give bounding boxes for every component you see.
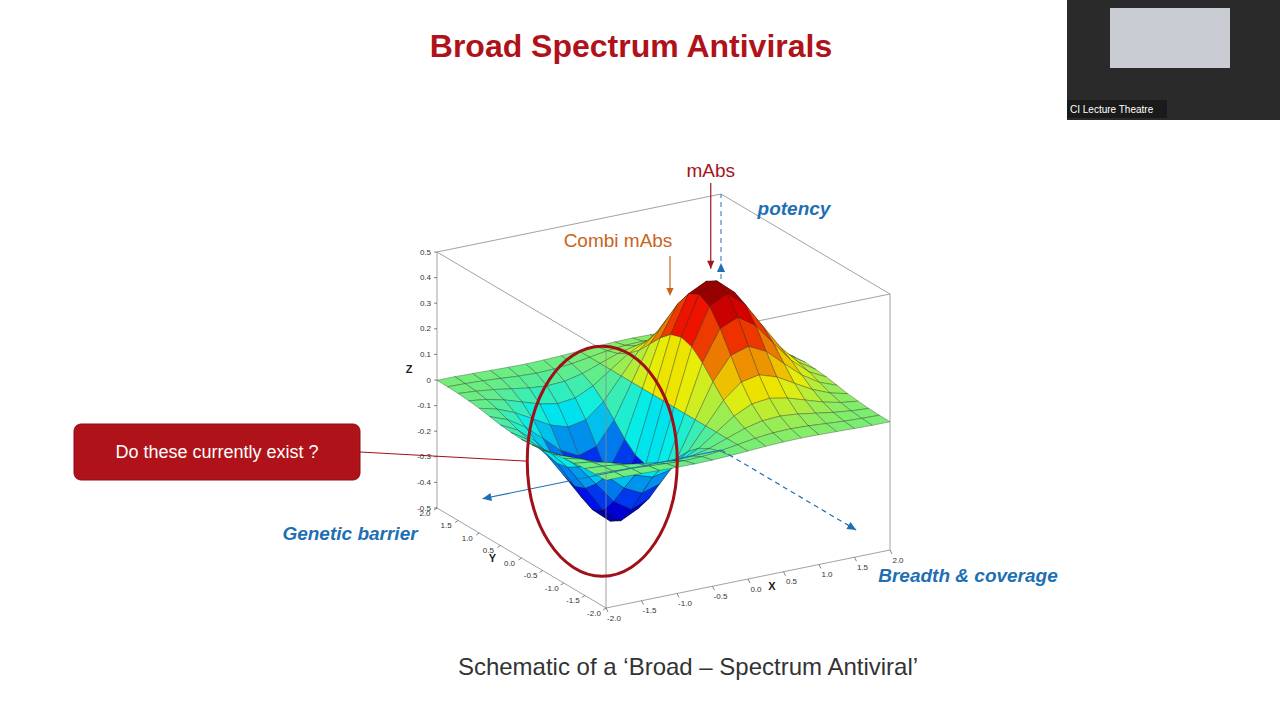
svg-text:mAbs: mAbs xyxy=(686,160,735,181)
svg-text:1.0: 1.0 xyxy=(821,570,833,579)
svg-text:potency: potency xyxy=(757,198,832,219)
svg-text:1.0: 1.0 xyxy=(462,534,474,543)
svg-text:-1.5: -1.5 xyxy=(566,596,580,605)
svg-text:-0.2: -0.2 xyxy=(417,427,431,436)
svg-text:-0.3: -0.3 xyxy=(417,452,431,461)
svg-text:-0.5: -0.5 xyxy=(524,571,538,580)
svg-text:-0.1: -0.1 xyxy=(417,401,431,410)
svg-text:0.2: 0.2 xyxy=(420,324,432,333)
svg-text:2.0: 2.0 xyxy=(892,556,904,565)
svg-text:-2.0: -2.0 xyxy=(607,614,621,623)
svg-text:0: 0 xyxy=(427,376,432,385)
svg-text:0.4: 0.4 xyxy=(420,273,432,282)
svg-text:1.5: 1.5 xyxy=(441,521,453,530)
svg-text:0.5: 0.5 xyxy=(786,577,798,586)
svg-text:0.5: 0.5 xyxy=(420,248,432,257)
svg-text:0.5: 0.5 xyxy=(482,546,494,555)
svg-text:1.5: 1.5 xyxy=(857,563,869,572)
svg-text:0.1: 0.1 xyxy=(420,350,432,359)
svg-text:X: X xyxy=(768,580,776,592)
svg-text:Combi mAbs: Combi mAbs xyxy=(564,230,673,251)
svg-text:-0.4: -0.4 xyxy=(417,478,431,487)
svg-text:Schematic of a ‘Broad – Spectr: Schematic of a ‘Broad – Spectrum Antivir… xyxy=(458,653,918,680)
svg-text:0.3: 0.3 xyxy=(420,299,432,308)
svg-text:Z: Z xyxy=(406,363,413,375)
svg-text:2.0: 2.0 xyxy=(419,508,431,518)
svg-text:CI Lecture Theatre: CI Lecture Theatre xyxy=(1070,104,1154,115)
svg-text:-0.5: -0.5 xyxy=(714,592,728,601)
svg-text:-1.0: -1.0 xyxy=(678,599,692,608)
svg-text:0.0: 0.0 xyxy=(750,585,762,594)
svg-text:-0.5: -0.5 xyxy=(417,504,431,513)
svg-text:Y: Y xyxy=(489,552,497,564)
svg-text:Genetic barrier: Genetic barrier xyxy=(282,523,419,544)
svg-text:-2.0: -2.0 xyxy=(587,609,601,618)
svg-text:0.0: 0.0 xyxy=(504,559,516,568)
svg-text:Do these currently exist ?: Do these currently exist ? xyxy=(115,442,318,462)
svg-text:Broad Spectrum Antivirals: Broad Spectrum Antivirals xyxy=(430,28,832,64)
svg-text:-1.0: -1.0 xyxy=(545,584,559,593)
svg-text:-1.5: -1.5 xyxy=(643,606,657,615)
svg-text:Breadth & coverage: Breadth & coverage xyxy=(878,565,1058,586)
